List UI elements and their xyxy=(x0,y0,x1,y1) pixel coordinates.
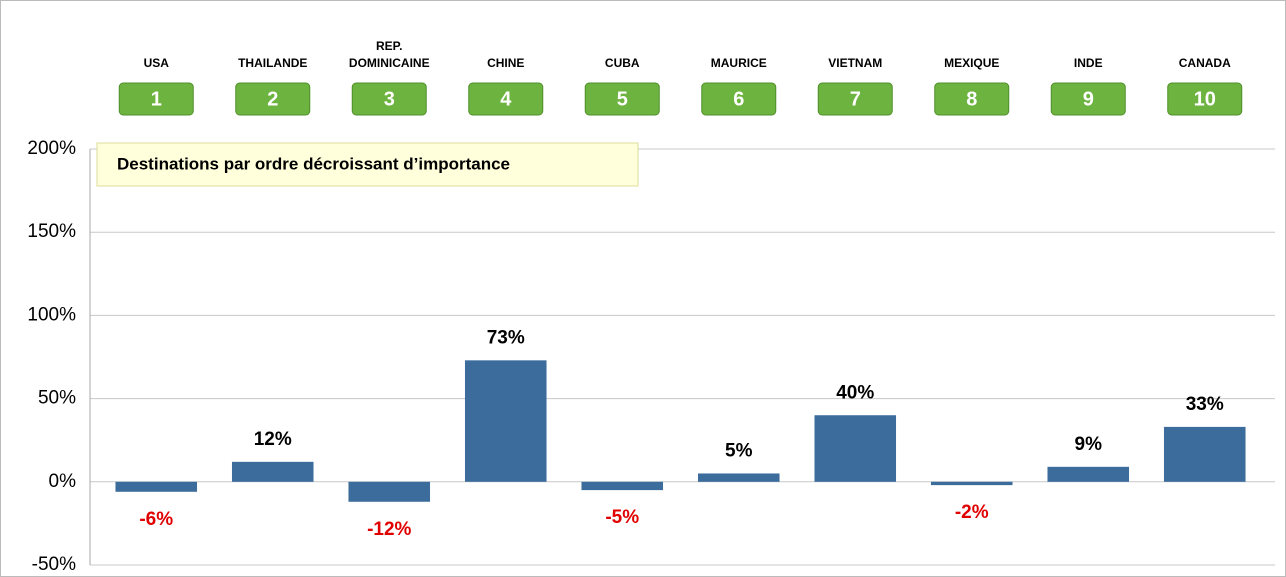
y-tick-label: 200% xyxy=(27,138,76,159)
bar xyxy=(115,481,198,492)
category-label: CUBA xyxy=(604,56,640,70)
value-label: 9% xyxy=(1075,434,1103,455)
category-label: VIETNAM xyxy=(828,56,883,70)
rank-badge xyxy=(468,82,544,116)
category-label: MAURICE xyxy=(710,56,767,70)
rank-badge xyxy=(584,82,660,116)
rank-number: 4 xyxy=(500,88,512,110)
y-tick-label: 150% xyxy=(27,221,76,242)
value-label: 5% xyxy=(725,440,753,461)
bar xyxy=(581,481,664,491)
rank-badge xyxy=(934,82,1010,116)
category-label: MEXIQUE xyxy=(944,56,1000,70)
rank-badge xyxy=(701,82,777,116)
value-label: 12% xyxy=(254,429,292,450)
bar xyxy=(930,481,1013,486)
annotation-box xyxy=(96,142,639,187)
value-label: -2% xyxy=(955,502,989,523)
bar xyxy=(697,473,780,482)
value-label: -5% xyxy=(605,507,639,528)
category-label: INDE xyxy=(1073,56,1103,70)
rank-badge xyxy=(235,82,311,116)
category-label: CANADA xyxy=(1178,56,1231,70)
rank-number: 1 xyxy=(151,88,162,110)
rank-number: 9 xyxy=(1083,88,1094,110)
annotation: Destinations par ordre décroissant d’imp… xyxy=(117,154,510,173)
y-tick-label: 100% xyxy=(27,304,76,325)
rank-number: 3 xyxy=(384,88,395,110)
rank-badge xyxy=(817,82,893,116)
value-label: -6% xyxy=(139,509,173,530)
rank-number: 2 xyxy=(267,88,278,110)
rank-number: 6 xyxy=(733,88,744,110)
bar xyxy=(348,481,431,502)
bar xyxy=(231,461,314,482)
value-label: 40% xyxy=(836,382,874,403)
category-label: REP. DOMINICAINE xyxy=(348,39,430,70)
bar xyxy=(814,415,897,482)
y-tick-label: 50% xyxy=(38,388,76,409)
category-label: THAILANDE xyxy=(238,56,308,70)
bar xyxy=(1163,426,1246,482)
bar xyxy=(464,360,547,482)
rank-number: 10 xyxy=(1194,88,1216,110)
y-tick-label: -50% xyxy=(32,554,76,575)
rank-badge xyxy=(118,82,194,116)
value-label: 33% xyxy=(1186,394,1224,415)
value-label: 73% xyxy=(487,327,525,348)
bar xyxy=(1047,466,1130,482)
category-label: CHINE xyxy=(487,56,525,70)
rank-badge xyxy=(1050,82,1126,116)
rank-badge xyxy=(1167,82,1243,116)
rank-number: 7 xyxy=(850,88,861,110)
rank-badge xyxy=(351,82,427,116)
category-label: USA xyxy=(143,56,169,70)
y-tick-label: 0% xyxy=(49,471,77,492)
value-label: -12% xyxy=(367,519,411,540)
rank-number: 8 xyxy=(966,88,977,110)
rank-number: 5 xyxy=(617,88,628,110)
